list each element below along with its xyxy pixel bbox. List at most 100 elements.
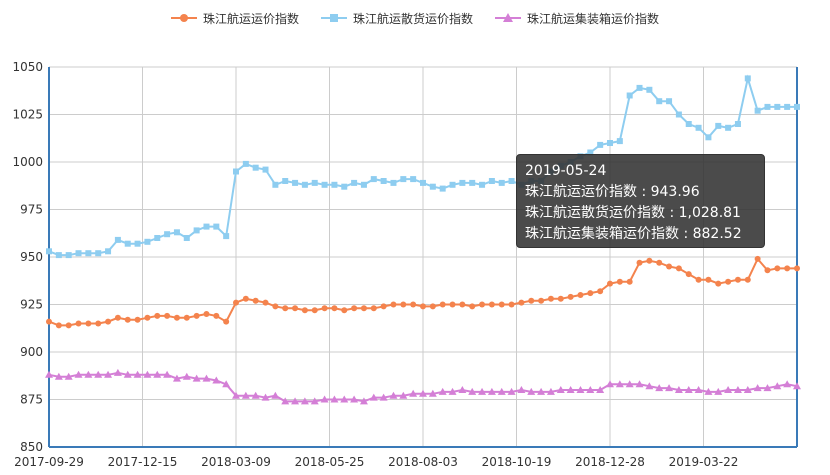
data-point (213, 223, 220, 230)
data-point (154, 312, 161, 319)
data-point (724, 386, 733, 393)
data-point (399, 391, 408, 399)
data-point (607, 140, 613, 146)
x-tick-label: 2019-03-22 (669, 455, 739, 469)
data-point (74, 370, 83, 378)
data-point (55, 322, 62, 329)
legend-item-container-index[interactable]: 珠江航运集装箱运价指数 (495, 8, 659, 28)
legend-label-freight-index: 珠江航运运价指数 (202, 11, 299, 26)
data-point (282, 178, 289, 184)
data-point (733, 386, 742, 393)
data-point (616, 138, 623, 145)
data-point (754, 107, 761, 114)
data-point (656, 259, 663, 266)
data-point (252, 297, 259, 304)
data-point (144, 314, 151, 321)
legend-circle-icon (170, 14, 197, 22)
data-point (725, 278, 732, 285)
data-point (675, 265, 682, 272)
data-point (508, 178, 515, 184)
data-point (754, 255, 761, 262)
data-point (419, 389, 427, 397)
data-point (753, 384, 762, 392)
data-point (123, 370, 132, 378)
data-point (714, 387, 723, 395)
data-point (281, 397, 290, 405)
data-point (497, 387, 506, 395)
data-point (784, 265, 791, 272)
data-point (420, 303, 426, 310)
x-tick-label: 2018-03-09 (201, 455, 271, 469)
data-point (498, 179, 505, 186)
data-point (429, 303, 436, 310)
data-point (242, 160, 249, 167)
data-point (615, 380, 624, 388)
data-point (715, 280, 722, 287)
data-point (793, 382, 801, 390)
data-point (311, 307, 318, 314)
data-point (616, 278, 623, 285)
data-point (577, 292, 584, 298)
data-point (341, 183, 348, 190)
data-point (764, 103, 771, 110)
data-point (370, 176, 377, 183)
data-point (124, 316, 131, 323)
data-point (233, 168, 239, 175)
data-point (65, 252, 72, 259)
y-tick-label: 925 (20, 298, 43, 312)
data-point (695, 124, 702, 131)
data-point (143, 370, 152, 378)
data-point (203, 223, 210, 230)
data-point (54, 372, 63, 380)
data-point (420, 179, 426, 186)
data-point (153, 370, 162, 378)
data-point (292, 305, 299, 312)
data-point (331, 181, 338, 188)
data-point (192, 374, 201, 382)
legend-square-icon (320, 14, 347, 22)
data-point (400, 301, 407, 308)
data-point (252, 164, 259, 171)
data-point (330, 395, 339, 403)
data-point (527, 387, 536, 395)
data-point (134, 316, 141, 323)
data-point (360, 305, 367, 312)
data-point (164, 231, 171, 238)
data-point (183, 314, 190, 321)
data-point (379, 393, 388, 401)
x-tick-label: 2017-09-29 (14, 455, 84, 469)
data-point (233, 299, 239, 306)
data-point (173, 314, 180, 321)
data-point (261, 393, 270, 401)
data-point (439, 185, 446, 192)
data-point (213, 312, 220, 319)
legend-item-freight-index[interactable]: 珠江航运运价指数 (170, 8, 299, 28)
data-point (556, 386, 565, 393)
data-point (469, 179, 476, 186)
data-point (725, 124, 732, 131)
data-point (607, 280, 613, 287)
data-point (606, 380, 614, 388)
data-point (301, 181, 308, 188)
data-point (784, 103, 791, 110)
data-point (134, 240, 141, 247)
data-point (694, 386, 703, 393)
data-point (705, 276, 712, 283)
data-point (340, 395, 349, 403)
data-point (173, 229, 180, 236)
data-point (369, 393, 378, 401)
data-point (300, 397, 309, 405)
data-point (292, 179, 299, 186)
data-point (272, 181, 279, 188)
data-point (764, 267, 771, 274)
data-point (449, 301, 456, 308)
data-point (685, 271, 692, 278)
data-point (321, 305, 328, 312)
data-point (469, 303, 476, 310)
data-point (105, 318, 112, 325)
data-point (85, 250, 92, 257)
legend-item-bulk-index[interactable]: 珠江航运散货运价指数 (320, 8, 473, 28)
chart-tooltip: 2019-05-24 珠江航运运价指数 : 943.96 珠江航运散货运价指数 … (516, 154, 765, 248)
data-point (636, 259, 643, 266)
data-point (390, 179, 397, 186)
